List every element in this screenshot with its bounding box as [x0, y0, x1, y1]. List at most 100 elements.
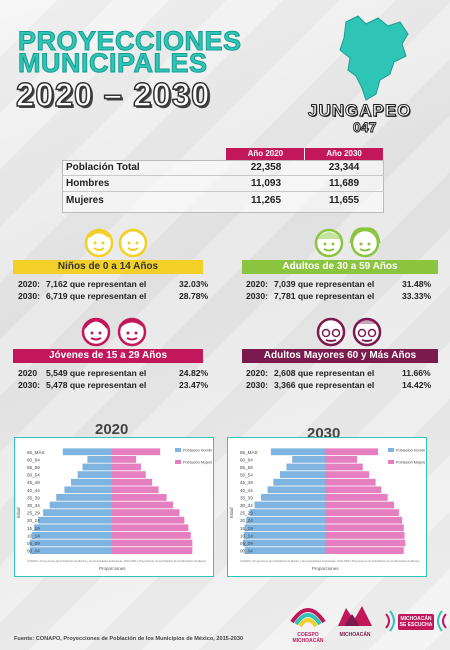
group-title-ninos: Niños de 0 a 14 Años [13, 260, 203, 274]
men-bar [49, 501, 112, 509]
age-tick-label: 20_24 [240, 518, 253, 523]
women-bar [112, 547, 193, 554]
age-tick-label: 10_14 [27, 533, 40, 538]
stat-row: 2030: 7,781 que representan el 33.33% [246, 291, 431, 301]
men-bar [43, 509, 112, 516]
seniors-faces-icon [316, 317, 382, 347]
men-bar [279, 471, 325, 478]
stat-year: 2030: [18, 291, 40, 301]
men-bar [267, 486, 325, 494]
women-bar [112, 494, 167, 501]
men-bar [244, 547, 325, 554]
men-bar [273, 478, 325, 486]
x-axis-label: Proporciones [99, 566, 126, 571]
women-bar [325, 509, 399, 516]
coespo-logo-text: COESPO MICHOACÁN [292, 632, 324, 644]
adults-faces-icon [314, 227, 381, 258]
women-bar [112, 448, 161, 456]
legend-label-men: Población Hombres [183, 449, 212, 453]
women-bar [325, 539, 406, 547]
table-row: Mujeres 11,265 11,655 [62, 192, 384, 208]
legend-label-women: Población Mujeres [396, 461, 425, 465]
men-bar [243, 532, 325, 539]
age-tick-label: 60_64 [27, 457, 40, 462]
municipality-code: 047 [352, 119, 377, 136]
age-tick-label: 00_04 [27, 549, 40, 554]
women-bar [112, 501, 174, 509]
stat-year: 2020: [246, 368, 268, 378]
legend-label-women: Población Mujeres [183, 461, 212, 465]
stat-row: 2020 5,549 que representan el 24.82% [18, 368, 208, 378]
men-bar [249, 509, 325, 516]
men-bar [64, 486, 112, 494]
women-bar [325, 547, 404, 554]
stat-year: 2020: [18, 279, 40, 289]
legend-swatch-women [175, 460, 181, 464]
group-title-jovenes: Jóvenes de 15 a 29 Años [13, 349, 203, 363]
municipality-name: JUNGAPEO [307, 101, 412, 121]
group-title-adultos: Adultos de 30 a 59 Años [242, 260, 438, 274]
age-tick-label: 55_59 [240, 465, 253, 470]
women-bar [112, 463, 141, 471]
women-bar [325, 486, 382, 494]
population-table: Año 2020 Año 2030 Población Total 22,358… [62, 148, 384, 208]
legend-swatch-men [175, 448, 181, 452]
table-row: Población Total 22,358 23,344 [62, 160, 384, 176]
x-axis-label: Proporciones [312, 566, 339, 571]
cell-2020: 22,358 [250, 162, 282, 173]
stat-text: 3,366 que representan el [274, 380, 375, 390]
stat-year: 2020: [246, 279, 268, 289]
stat-percent: 28.78% [179, 291, 209, 301]
group-title-mayores: Adultos Mayores 60 y Más Años [242, 349, 438, 363]
youth-faces-icon [81, 317, 147, 347]
men-bar [243, 539, 325, 547]
chart-source-note: CONAPO. Proyecciones de la Población de … [27, 559, 207, 563]
age-tick-label: 15_19 [240, 526, 253, 531]
legend-swatch-women [388, 460, 394, 464]
michoacan-logo-icon [338, 606, 372, 626]
coespo-logo-icon [290, 608, 326, 628]
pyramid-chart-2020: 65_MAS 60_64 55_59 50_54 45_49 40_44 35_39 30_3… [16, 448, 216, 571]
men-bar [56, 494, 112, 501]
men-bar [31, 532, 112, 539]
stat-year: 2030: [246, 380, 268, 390]
col-header-2030: Año 2030 [305, 148, 383, 160]
age-tick-label: 30_34 [240, 503, 253, 508]
row-label: Hombres [66, 178, 110, 189]
title-years: 2020 – 2030 [15, 75, 211, 114]
age-tick-label: 45_49 [27, 480, 40, 485]
age-tick-label: 10_14 [240, 533, 253, 538]
men-bar [62, 448, 112, 456]
men-bar [77, 471, 112, 478]
children-faces-icon [84, 228, 148, 258]
stat-percent: 32.03% [179, 279, 209, 289]
y-axis-label: Edad [16, 507, 21, 518]
stat-percent: 14.42% [402, 380, 432, 390]
men-bar [286, 463, 325, 471]
stat-row: 2020: 2,608 que representan el 11.66% [246, 368, 431, 378]
cell-2020: 11,093 [250, 178, 282, 189]
stat-percent: 23.47% [179, 380, 209, 390]
title-line-1: PROYECCIONES [18, 26, 242, 57]
age-tick-label: 20_24 [27, 518, 40, 523]
men-bar [261, 494, 325, 501]
women-bar [112, 478, 153, 486]
age-tick-label: 00_04 [240, 549, 253, 554]
stat-year: 2020 [18, 368, 38, 378]
women-bar [325, 532, 405, 539]
age-tick-label: 05_09 [27, 541, 40, 546]
source-footer: Fuente: CONAPO, Proyecciones de Població… [14, 636, 244, 642]
stat-text: 7,162 que representan el [46, 279, 147, 289]
women-bar [325, 494, 388, 501]
age-tick-label: 50_54 [27, 473, 40, 478]
women-bar [112, 539, 193, 547]
women-bar [325, 463, 363, 471]
men-bar [30, 547, 112, 554]
men-bar [87, 456, 112, 463]
stat-text: 6,719 que representan el [46, 291, 147, 301]
stat-text: 2,608 que representan el [274, 368, 375, 378]
legend-label-men: Población Hombres [396, 449, 425, 453]
stat-row: 2020: 7,162 que representan el 32.03% [18, 279, 208, 289]
stat-row: 2030: 3,366 que representan el 14.42% [246, 380, 431, 390]
stat-percent: 24.82% [179, 368, 209, 378]
